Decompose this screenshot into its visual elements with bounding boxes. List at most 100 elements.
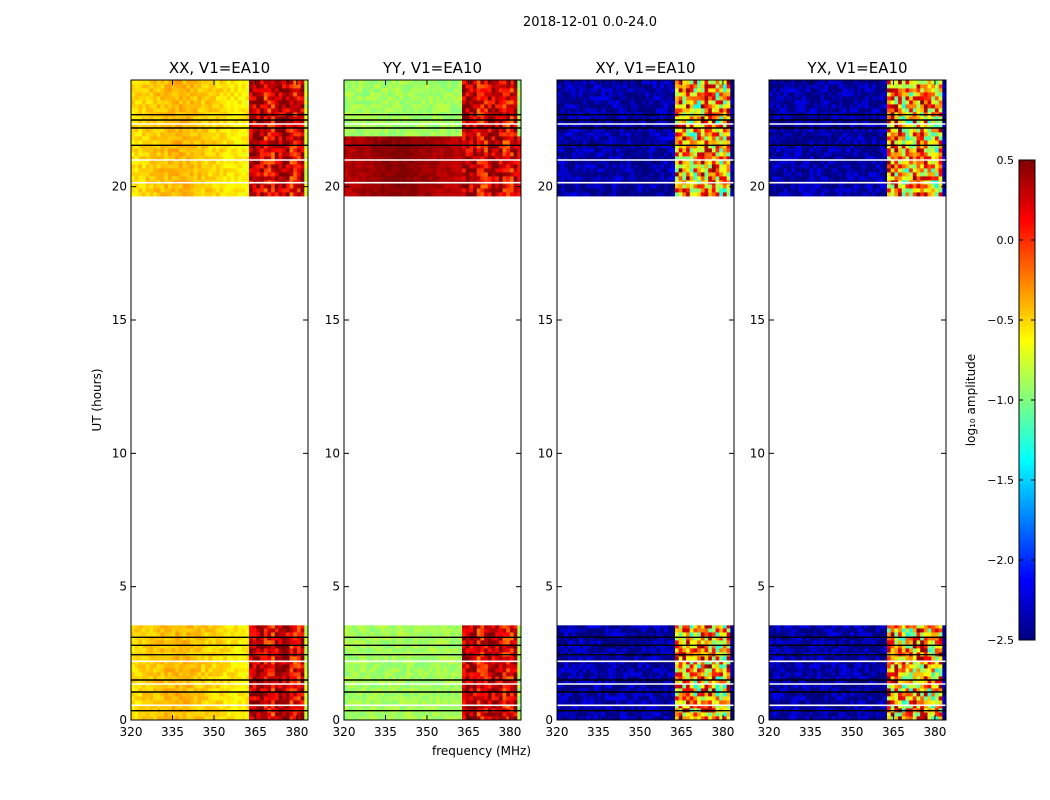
heatmap-cell: [171, 104, 176, 109]
heatmap-cell: [256, 716, 261, 721]
heatmap-cell: [289, 88, 294, 93]
heatmap-cell: [267, 132, 272, 137]
heatmap-cell: [436, 700, 441, 705]
heatmap-cell: [473, 628, 478, 633]
heatmap-cell: [369, 625, 374, 629]
heatmap-cell: [289, 128, 294, 133]
heatmap-cell: [190, 96, 195, 101]
heatmap-cell: [421, 700, 426, 705]
heatmap-cell: [245, 696, 250, 701]
heatmap-cell: [263, 152, 268, 157]
heatmap-cell: [447, 192, 452, 197]
heatmap-cell: [138, 100, 143, 105]
heatmap-cell: [447, 132, 452, 137]
heatmap-cell: [399, 172, 404, 177]
heatmap-cell: [263, 136, 268, 141]
heatmap-cell: [289, 680, 294, 685]
heatmap-cell: [278, 684, 283, 689]
heatmap-cell: [215, 132, 220, 137]
heatmap-cell: [347, 696, 352, 701]
heatmap-cell: [142, 628, 147, 633]
heatmap-cell: [260, 688, 265, 693]
heatmap-cell: [267, 88, 272, 93]
heatmap-cell: [473, 192, 478, 197]
heatmap-cell: [160, 704, 165, 709]
heatmap-cell: [138, 672, 143, 677]
heatmap-cell: [410, 640, 415, 645]
heatmap-cell: [197, 656, 202, 661]
heatmap-cell: [193, 704, 198, 709]
heatmap-cell: [285, 184, 290, 189]
heatmap-cell: [249, 192, 254, 197]
heatmap-cell: [304, 80, 309, 85]
heatmap-cell: [237, 660, 243, 665]
heatmap-cell: [149, 96, 154, 101]
heatmap-cell: [421, 632, 426, 637]
heatmap-cell: [432, 184, 437, 189]
heatmap-cell: [436, 696, 441, 701]
heatmap-cell: [212, 124, 217, 129]
heatmap-cell: [462, 656, 467, 661]
heatmap-cell: [271, 688, 276, 693]
heatmap-cell: [138, 104, 143, 109]
heatmap-cell: [164, 688, 169, 693]
heatmap-cell: [182, 88, 187, 93]
heatmap-cell: [249, 124, 254, 129]
heatmap-cell: [145, 704, 150, 709]
heatmap-cell: [278, 712, 283, 717]
heatmap-cell: [506, 152, 511, 157]
heatmap-cell: [502, 136, 507, 141]
heatmap-cell: [406, 696, 411, 701]
heatmap-cell: [226, 168, 231, 173]
heatmap-cell: [145, 648, 150, 653]
heatmap-cell: [134, 648, 139, 653]
heatmap-cell: [245, 108, 250, 113]
heatmap-cell: [237, 676, 243, 681]
heatmap-cell: [175, 688, 180, 693]
heatmap-cell: [278, 628, 283, 633]
panel-title: XX, V1=EA10: [169, 59, 270, 77]
heatmap-cell: [495, 664, 500, 669]
heatmap-cell: [271, 672, 276, 677]
heatmap-cell: [410, 668, 415, 673]
heatmap-cell: [204, 116, 209, 121]
heatmap-cell: [282, 664, 287, 669]
heatmap-cell: [289, 688, 294, 693]
heatmap-cell: [171, 696, 176, 701]
heatmap-cell: [410, 664, 415, 669]
heatmap-cell: [149, 656, 154, 661]
heatmap-cell: [293, 156, 298, 161]
heatmap-cell: [388, 712, 393, 717]
heatmap-cell: [175, 136, 180, 141]
heatmap-cell: [358, 664, 363, 669]
heatmap-cell: [506, 148, 511, 153]
heatmap-cell: [414, 192, 419, 197]
heatmap-cell: [447, 696, 452, 701]
heatmap-cell: [260, 92, 265, 97]
heatmap-cell: [498, 176, 503, 181]
heatmap-cell: [271, 84, 276, 89]
heatmap-cell: [289, 140, 294, 145]
heatmap-cell: [164, 644, 169, 649]
heatmap-cell: [215, 148, 220, 153]
heatmap-cell: [509, 700, 515, 705]
heatmap-cell: [502, 188, 507, 193]
heatmap-cell: [296, 700, 302, 705]
heatmap-cell: [193, 632, 198, 637]
heatmap-cell: [171, 625, 176, 629]
heatmap-cell: [289, 692, 294, 697]
heatmap-cell: [223, 100, 228, 105]
heatmap-cell: [156, 116, 161, 121]
heatmap-cell: [160, 664, 165, 669]
heatmap-cell: [175, 625, 180, 629]
heatmap-cell: [450, 152, 456, 157]
heatmap-cell: [153, 716, 158, 721]
heatmap-cell: [249, 92, 254, 97]
heatmap-cell: [219, 168, 224, 173]
heatmap-cell: [491, 672, 496, 677]
heatmap-cell: [249, 648, 254, 653]
heatmap-cell: [358, 656, 363, 661]
heatmap-cell: [145, 172, 150, 177]
heatmap-cell: [156, 700, 161, 705]
heatmap-cell: [395, 668, 400, 673]
